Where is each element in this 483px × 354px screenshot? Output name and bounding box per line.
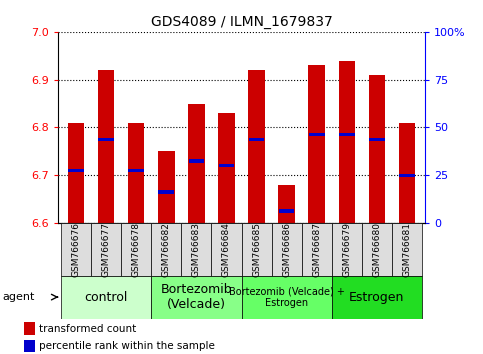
Bar [61,275,151,319]
Bar [249,138,264,141]
Text: GSM766677: GSM766677 [101,222,111,277]
Text: GSM766685: GSM766685 [252,222,261,277]
Bar [248,70,265,223]
Bar [68,123,85,223]
Text: Bortezomib
(Velcade): Bortezomib (Velcade) [160,283,232,311]
Text: GSM766687: GSM766687 [312,222,321,277]
Bar [181,223,212,275]
Bar [369,75,385,223]
Bar [218,113,235,223]
Bar [151,275,242,319]
Text: GSM766678: GSM766678 [132,222,141,277]
Bar [212,223,242,275]
Text: agent: agent [2,292,35,302]
Text: GSM766684: GSM766684 [222,222,231,277]
Bar [309,133,325,136]
Bar [309,65,325,223]
Bar [362,223,392,275]
Bar [339,61,355,223]
Text: GSM766680: GSM766680 [372,222,382,277]
Bar [128,123,144,223]
Text: transformed count: transformed count [40,324,137,333]
Bar [332,223,362,275]
Text: Estrogen: Estrogen [349,291,405,304]
Bar [279,210,295,213]
Bar [61,223,91,275]
Bar [158,151,174,223]
Text: percentile rank within the sample: percentile rank within the sample [40,341,215,351]
Title: GDS4089 / ILMN_1679837: GDS4089 / ILMN_1679837 [151,16,332,29]
Text: GSM766676: GSM766676 [71,222,81,277]
Bar [392,223,422,275]
Bar [151,223,181,275]
Bar [128,169,144,172]
Bar [98,70,114,223]
Text: GSM766683: GSM766683 [192,222,201,277]
Bar [242,275,332,319]
Bar [91,223,121,275]
Bar [188,159,204,162]
Bar [158,190,174,194]
Bar [24,322,35,335]
Text: GSM766679: GSM766679 [342,222,351,277]
Bar [98,138,114,141]
Bar [219,164,234,167]
Bar [121,223,151,275]
Text: GSM766682: GSM766682 [162,222,171,277]
Bar [302,223,332,275]
Bar [398,123,415,223]
Bar [278,185,295,223]
Text: GSM766681: GSM766681 [402,222,412,277]
Bar [399,173,415,177]
Text: control: control [85,291,128,304]
Text: Bortezomib (Velcade) +
Estrogen: Bortezomib (Velcade) + Estrogen [228,286,344,308]
Bar [271,223,302,275]
Bar [188,104,205,223]
Bar [242,223,271,275]
Bar [339,133,355,136]
Bar [24,340,35,352]
Text: GSM766686: GSM766686 [282,222,291,277]
Bar [369,138,385,141]
Bar [332,275,422,319]
Bar [68,169,84,172]
